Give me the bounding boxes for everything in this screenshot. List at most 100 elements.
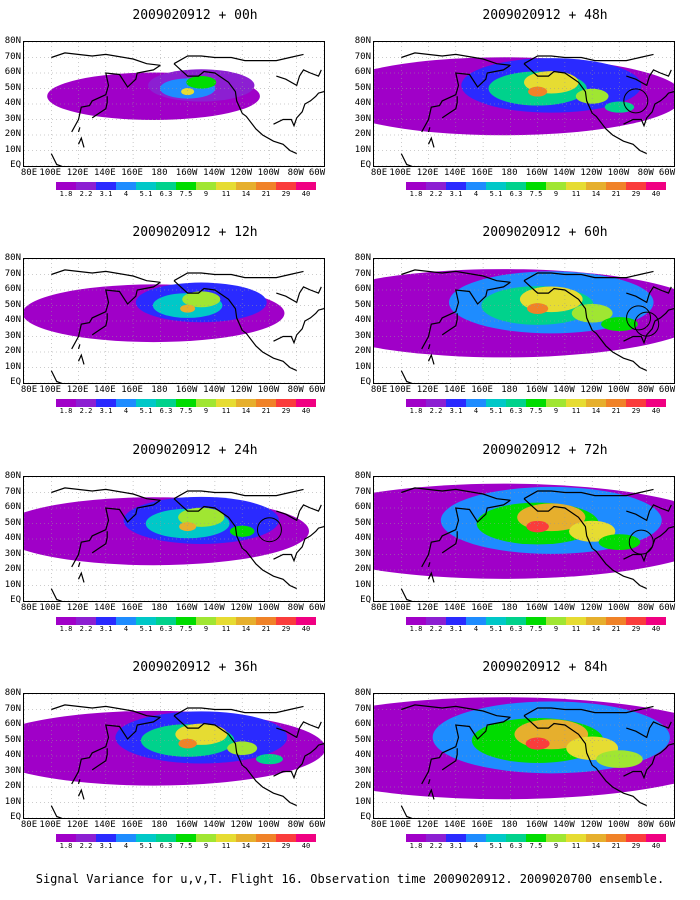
latitude-tick-label: 10N [4,579,21,590]
longitude-tick-label: 100W [607,820,630,830]
variance-field [604,101,635,113]
longitude-tick-label: 120W [580,168,603,178]
latitude-tick-label: 60N [354,502,371,512]
colorbar-label: 9 [553,625,559,633]
coastline [51,704,161,718]
latitude-tick-label: 80N [354,471,371,481]
latitude-tick-label: 40N [354,98,371,108]
coastline [523,53,654,65]
latitude-tick-label: 30N [4,330,21,341]
colorbar-label: 7.5 [179,625,193,633]
colorbar-label: 2.2 [429,407,443,415]
longitude-tick-label: 140W [203,820,225,830]
latitude-tick-label: 10N [4,796,21,807]
longitude-tick-label: 80E [20,385,38,395]
longitude-tick-label: 160W [175,603,198,613]
latitude-tick-label: 80N [4,253,21,263]
colorbar-swatch [296,182,316,190]
longitude-tick-label: 140E [93,603,116,613]
coastline [441,748,458,771]
colorbar-swatch [176,182,196,190]
latitude-tick-label: 30N [4,765,21,776]
longitude-tick-label: 120E [66,820,89,830]
longitude-tick-label: 160W [175,385,198,395]
latitude-tick-label: EQ [360,595,371,605]
map-panel [23,476,325,602]
longitude-tick-label: 80W [287,603,304,613]
latitude-tick-label: 40N [354,750,371,760]
colorbar-swatch [426,182,446,190]
colorbar-swatch [486,834,506,842]
coastline [401,704,511,718]
latitude-axis: 80N 70N 60N 50N 40N 30N 20N 10N EQ [351,254,371,387]
latitude-tick-label: 50N [354,299,371,310]
colorbar-label: 11 [571,842,581,850]
colorbar-label: 5.1 [139,625,153,633]
latitude-tick-label: 50N [4,517,21,528]
latitude-tick-label: 80N [4,688,21,698]
latitude-axis: 80N 70N 60N 50N 40N 30N 20N 10N EQ [351,37,371,170]
colorbar: 1.8 2.2 3.1 4 5.1 6.3 7.5 9 11 14 21 29 40 [406,834,666,850]
colorbar-swatch [646,834,666,842]
colorbar-swatch [546,834,566,842]
longitude-tick-label: 100E [39,603,62,613]
longitude-tick-label: 120E [66,603,89,613]
colorbar-label: 6.3 [509,842,523,850]
coastline [91,96,108,119]
longitude-tick-label: 80W [637,820,654,830]
longitude-tick-label: 160W [175,168,198,178]
variance-field [575,88,609,104]
colorbar-swatch [76,399,96,407]
longitude-tick-label: 160E [121,603,143,613]
colorbar-swatch [156,834,176,842]
variance-field [227,741,258,756]
colorbar: 1.8 2.2 3.1 4 5.1 6.3 7.5 9 11 14 21 29 40 [56,617,316,633]
latitude-axis: 80N 70N 60N 50N 40N 30N 20N 10N EQ [1,254,21,387]
colorbar-swatch [566,399,586,407]
latitude-tick-label: EQ [360,377,371,387]
latitude-tick-label: EQ [10,377,21,387]
longitude-tick-label: 80E [20,168,38,178]
longitude-tick-label: 120W [230,820,253,830]
latitude-tick-label: 30N [354,548,371,559]
colorbar-swatch [56,399,76,407]
coastline [71,716,161,785]
variance-field [569,520,616,542]
colorbar-label: 29 [631,625,641,633]
colorbar-swatch [586,617,606,625]
coastline [273,308,324,345]
colorbar-swatch [276,834,296,842]
colorbar-label: 29 [631,842,641,850]
longitude-tick-label: 140W [553,820,575,830]
coastline [421,499,511,568]
longitude-tick-label: 60W [308,603,326,613]
colorbar-label: 11 [221,407,231,415]
coastline [77,571,85,583]
colorbar-label: 5.1 [139,407,153,415]
latitude-axis: 80N 70N 60N 50N 40N 30N 20N 10N EQ [351,472,371,605]
colorbar-swatch [626,617,646,625]
latitude-tick-label: 80N [354,253,371,263]
colorbar-swatch [446,182,466,190]
colorbar-label: 3.1 [99,190,113,198]
latitude-tick-label: 70N [354,703,371,714]
longitude-tick-label: 60W [308,820,326,830]
colorbar-swatch [216,834,236,842]
colorbar-swatch [76,617,96,625]
variance-field [528,86,548,97]
latitude-tick-label: 70N [354,51,371,62]
longitude-tick-label: 120E [66,168,89,178]
colorbar-label: 1.8 [409,842,423,850]
longitude-tick-label: 180 [501,603,518,613]
colorbar-label: 40 [301,407,311,415]
colorbar-label: 4 [473,407,479,415]
latitude-tick-label: 50N [4,299,21,310]
longitude-tick-label: 120E [416,820,439,830]
colorbar-label: 14 [591,407,601,415]
coastline [91,748,108,771]
colorbar-label: 21 [261,842,271,850]
colorbar-swatch [136,617,156,625]
colorbar-swatch [236,182,256,190]
latitude-tick-label: 10N [354,579,371,590]
latitude-tick-label: 70N [4,51,21,62]
